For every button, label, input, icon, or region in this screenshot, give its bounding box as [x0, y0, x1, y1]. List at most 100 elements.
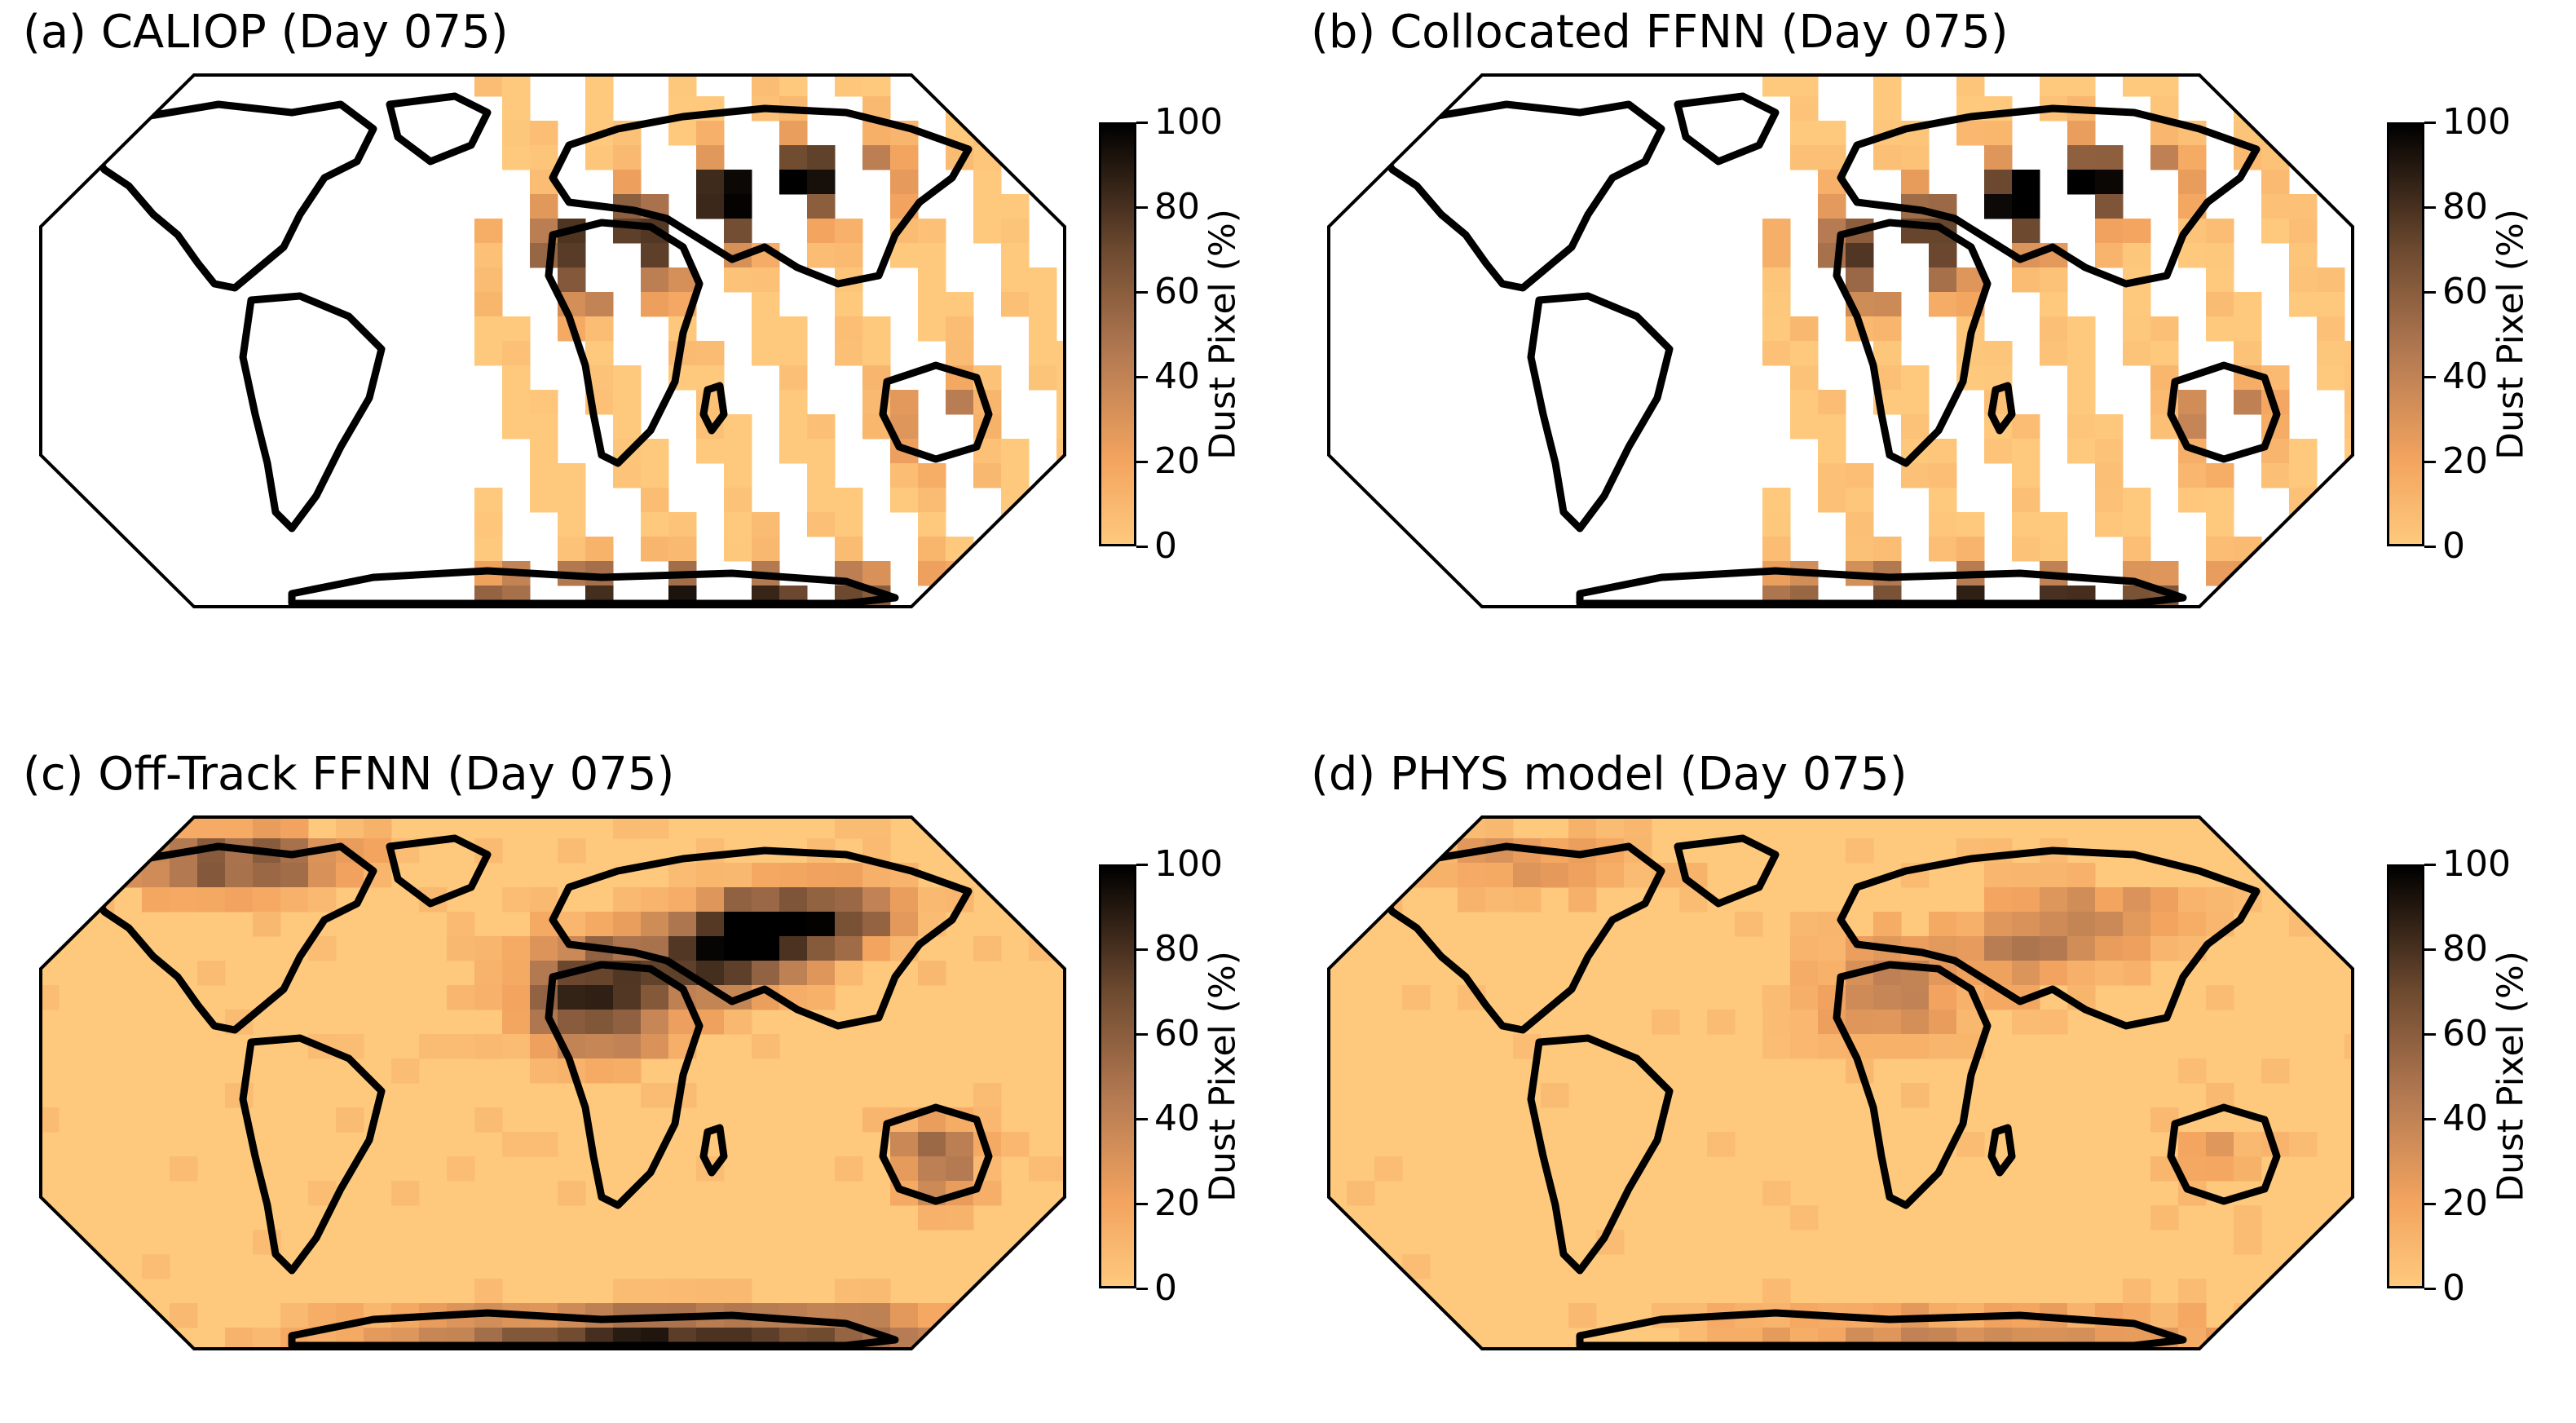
grid-cell	[2095, 936, 2124, 961]
grid-cell	[668, 121, 697, 146]
grid-cell	[835, 1156, 863, 1182]
grid-cell	[946, 1132, 974, 1157]
grid-cell	[59, 863, 87, 888]
grid-cell	[502, 365, 531, 391]
grid-cell	[142, 863, 170, 888]
grid-cell	[973, 194, 1002, 219]
grid-cell	[2150, 912, 2179, 937]
grid-cell	[2206, 537, 2234, 562]
grid-cell	[1513, 863, 1542, 888]
grid-cell	[2150, 341, 2179, 366]
grid-cell	[1056, 463, 1065, 488]
grid-cell	[613, 463, 642, 488]
grid-cell	[1568, 1303, 1597, 1328]
coastline-southAmerica	[1527, 292, 1674, 533]
grid-cell	[1430, 817, 1458, 839]
grid-cell	[530, 936, 558, 961]
grid-cell	[474, 1034, 503, 1059]
grid-cell	[253, 887, 281, 913]
grid-cell	[474, 267, 503, 293]
grid-cell	[1762, 316, 1791, 342]
map-outline	[39, 73, 1066, 608]
grid-cell	[2206, 243, 2234, 268]
grid-cell	[1402, 985, 1431, 1010]
colorbar-tick-label: 80	[1154, 928, 1200, 970]
grid-cell	[1956, 936, 1985, 961]
grid-cell	[2150, 145, 2179, 170]
grid-cell	[862, 936, 891, 961]
grid-cell	[1001, 219, 1030, 244]
grid-cell	[1762, 1181, 1791, 1206]
grid-cell	[1029, 1156, 1057, 1182]
coastline-africa	[545, 219, 704, 467]
grid-cell	[668, 863, 697, 888]
grid-cell	[2040, 863, 2068, 888]
grid-cell	[2123, 1279, 2151, 1304]
grid-cell	[613, 414, 642, 440]
grid-cell	[197, 887, 226, 913]
grid-cell	[1790, 912, 1819, 937]
grid-cell	[530, 439, 558, 464]
grid-cell	[2234, 1230, 2262, 1255]
grid-cell	[1846, 1010, 1874, 1035]
grid-cell	[918, 292, 946, 317]
colorbar-tick	[2424, 460, 2436, 463]
grid-cell	[641, 439, 669, 464]
grid-cell	[585, 912, 614, 937]
map	[1327, 73, 2354, 608]
colorbar-tick	[1136, 375, 1148, 378]
grid-cell	[1029, 316, 1057, 342]
grid-cell	[973, 219, 1002, 244]
grid-cell	[114, 817, 143, 839]
grid-cell	[696, 1279, 725, 1304]
grid-cell	[779, 121, 808, 146]
grid-cell	[890, 170, 919, 195]
grid-cell	[752, 537, 780, 562]
map-outline	[1327, 815, 2354, 1350]
grid-cell	[1762, 267, 1791, 293]
grid-cell	[668, 936, 697, 961]
grid-cell	[2234, 586, 2262, 607]
colorbar-tick-label: 100	[1154, 101, 1223, 143]
grid-cell	[1762, 1279, 1791, 1304]
grid-cell	[890, 390, 919, 415]
grid-cell	[1001, 537, 1030, 562]
grid-cell	[946, 341, 974, 366]
grid-cell	[779, 341, 808, 366]
grid-cell	[502, 961, 531, 986]
grid-cell	[1056, 170, 1065, 195]
grid-cell	[530, 414, 558, 440]
grid-cell	[2040, 292, 2068, 317]
grid-cell	[1818, 194, 1846, 219]
grid-cell	[1901, 145, 1930, 170]
grid-cell	[1029, 267, 1057, 293]
grid-cell	[585, 341, 614, 366]
coastlines	[1372, 92, 2281, 607]
coastline-europeAsia	[1837, 104, 2261, 288]
grid-cell	[502, 75, 531, 97]
colorbar-label: Dust Pixel (%)	[2490, 209, 2532, 460]
grid-cell	[2317, 561, 2345, 586]
grid-cell	[613, 1279, 642, 1304]
grid-cell	[752, 961, 780, 986]
grid-cell	[613, 817, 642, 839]
grid-cell	[2261, 219, 2290, 244]
grid-cell	[2123, 512, 2151, 537]
coastline-madagascar	[1987, 382, 2016, 435]
colorbar-tick-label: 80	[2442, 186, 2488, 228]
grid-cell	[280, 887, 309, 913]
grid-cell	[641, 267, 669, 293]
grid-cell	[1929, 439, 1957, 464]
grid-cell	[2123, 316, 2151, 342]
grid-cell	[1056, 390, 1065, 415]
grid-cell	[2317, 537, 2345, 562]
grid-cell	[1374, 1156, 1403, 1182]
grid-cell	[2040, 512, 2068, 537]
grid-cell	[1929, 512, 1957, 537]
grid-cell	[1762, 1010, 1791, 1035]
grid-cell	[1929, 463, 1957, 488]
grid-cell	[2012, 912, 2040, 937]
grid-cell	[1790, 936, 1819, 961]
grid-cell	[1873, 537, 1902, 562]
grid-cell	[1402, 838, 1431, 864]
